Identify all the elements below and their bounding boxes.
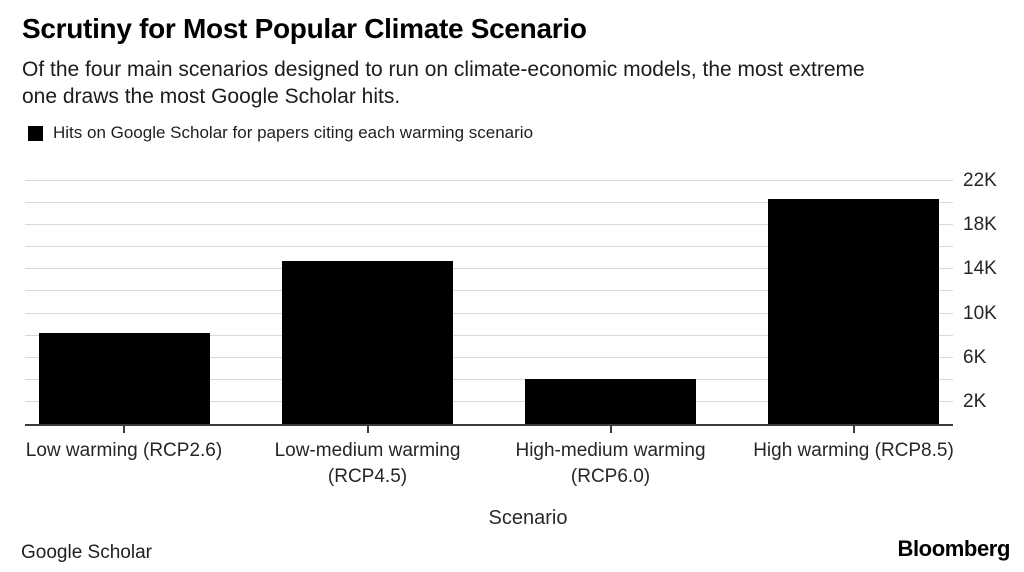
y-tick-label: 6K: [963, 346, 987, 368]
x-category-label: High-medium warming (RCP6.0): [515, 440, 706, 487]
x-tick: [123, 426, 125, 433]
x-category-label: Low-medium warming (RCP4.5): [274, 440, 461, 487]
x-axis-title: Scenario: [488, 507, 568, 529]
chart-subtitle: Of the four main scenarios designed to r…: [22, 56, 865, 110]
y-tick-label: 10K: [963, 302, 997, 324]
y-tick-label: 2K: [963, 390, 987, 412]
x-category-label: High warming (RCP8.5): [753, 440, 954, 461]
x-tick: [852, 426, 855, 433]
x-category-label: Low warming (RCP2.6): [25, 440, 223, 461]
y-tick-label: 14K: [963, 258, 997, 280]
legend: Hits on Google Scholar for papers citing…: [28, 123, 533, 143]
gridline: [25, 224, 953, 226]
legend-label: Hits on Google Scholar for papers citing…: [53, 123, 534, 142]
chart-subtitle-line-1: Of the four main scenarios designed to r…: [22, 58, 865, 81]
plot-area: [25, 180, 953, 426]
source-label: Google Scholar: [21, 542, 152, 563]
bar-1: [38, 333, 210, 424]
chart-subtitle-line-2: one draws the most Google Scholar hits.: [22, 85, 401, 108]
gridline: [25, 400, 953, 402]
gridline: [25, 356, 953, 358]
gridline: [25, 290, 953, 292]
bloomberg-logo: Bloomberg: [897, 536, 1010, 561]
gridline: [25, 334, 953, 336]
y-tick-label: 18K: [963, 214, 997, 236]
x-tick: [366, 426, 369, 433]
gridline: [25, 180, 953, 181]
legend-swatch-icon: [28, 125, 43, 141]
gridline: [25, 312, 953, 314]
x-tick: [609, 426, 612, 433]
gridline: [25, 268, 953, 270]
chart-title: Scrutiny for Most Popular Climate Scenar…: [22, 13, 587, 44]
gridline: [25, 378, 953, 380]
gridline: [25, 202, 953, 204]
bar-4: [768, 198, 939, 424]
gridline: [25, 246, 953, 248]
y-tick-label: 22K: [963, 170, 997, 191]
bar-3: [525, 378, 696, 424]
bar-2: [282, 260, 453, 424]
